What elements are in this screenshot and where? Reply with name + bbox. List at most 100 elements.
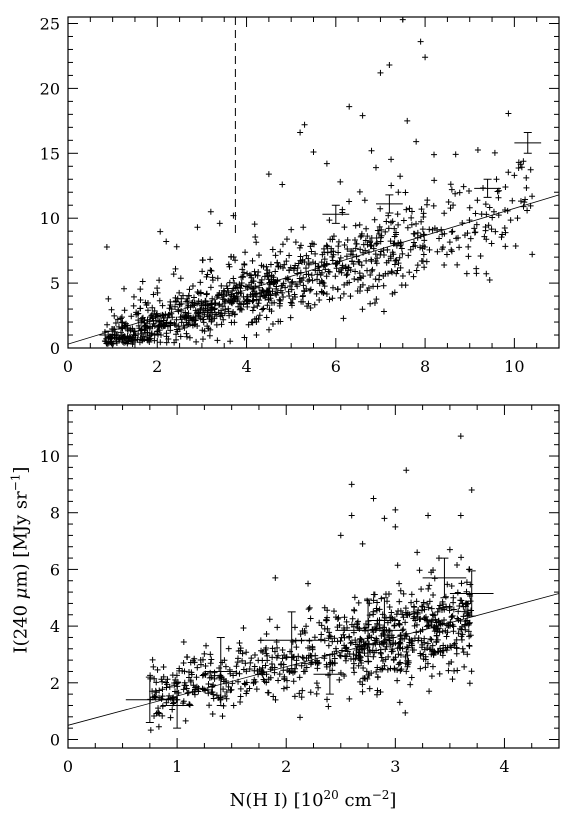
top-scatter-point bbox=[264, 302, 271, 309]
top-scatter-point bbox=[483, 270, 490, 277]
top-scatter-point bbox=[259, 286, 266, 293]
bottom-scatter-point bbox=[462, 618, 469, 625]
bottom-error-bars bbox=[125, 557, 494, 729]
top-scatter-point bbox=[521, 199, 528, 206]
top-scatter-point bbox=[335, 238, 342, 245]
top-scatter-point bbox=[309, 240, 316, 247]
top-scatter-point bbox=[512, 242, 519, 249]
top-scatter-point bbox=[413, 267, 420, 274]
bottom-scatter-point bbox=[403, 643, 410, 650]
top-scatter-point bbox=[138, 331, 145, 338]
bottom-scatter-point bbox=[370, 597, 377, 604]
bottom-scatter-point bbox=[426, 688, 433, 695]
top-scatter-point bbox=[294, 264, 301, 271]
top-scatter-point bbox=[376, 231, 383, 238]
top-scatter-point bbox=[170, 271, 177, 278]
top-scatter-point bbox=[520, 158, 527, 165]
top-scatter-point bbox=[256, 290, 263, 297]
bottom-scatter-point bbox=[360, 665, 367, 672]
bottom-scatter-point bbox=[280, 685, 287, 692]
bottom-x-tick-label: 2 bbox=[281, 757, 291, 776]
top-scatter-point bbox=[122, 320, 129, 327]
top-y-tick-label: 15 bbox=[40, 144, 60, 163]
top-scatter-point bbox=[119, 335, 126, 342]
bottom-scatter-point bbox=[290, 654, 297, 661]
top-scatter-point bbox=[121, 339, 128, 346]
bottom-scatter-point bbox=[372, 623, 379, 630]
top-scatter-point bbox=[259, 306, 266, 313]
bottom-scatter-point bbox=[408, 642, 415, 649]
top-scatter-point bbox=[337, 294, 344, 301]
top-scatter-point bbox=[285, 288, 292, 295]
top-scatter-point bbox=[231, 319, 238, 326]
top-scatter-point bbox=[207, 208, 214, 215]
bottom-scatter-point bbox=[309, 646, 316, 653]
top-scatter-point bbox=[321, 256, 328, 263]
top-scatter-point bbox=[182, 309, 189, 316]
top-scatter-point bbox=[486, 277, 493, 284]
top-scatter-point bbox=[295, 260, 302, 267]
bottom-scatter-point bbox=[182, 717, 189, 724]
bottom-scatter-point bbox=[370, 495, 377, 502]
top-scatter-point bbox=[250, 278, 257, 285]
bottom-scatter-point bbox=[448, 613, 455, 620]
bottom-scatter-point bbox=[160, 664, 167, 671]
top-scatter-point bbox=[337, 178, 344, 185]
bottom-scatter-point bbox=[248, 655, 255, 662]
bottom-scatter-point bbox=[313, 690, 320, 697]
bottom-scatter-point bbox=[384, 632, 391, 639]
shared-y-axis-title: I(240 μm) [MJy sr−1] bbox=[8, 466, 32, 654]
top-scatter-point bbox=[254, 303, 261, 310]
bottom-scatter-point bbox=[377, 649, 384, 656]
bottom-scatter-point bbox=[429, 611, 436, 618]
top-scatter-point bbox=[238, 279, 245, 286]
top-scatter-point bbox=[128, 313, 135, 320]
bottom-scatter-point bbox=[378, 654, 385, 661]
bottom-scatter-point bbox=[350, 623, 357, 630]
bottom-scatter-point bbox=[400, 590, 407, 597]
top-scatter-point bbox=[361, 197, 368, 204]
top-scatter-point bbox=[374, 240, 381, 247]
top-scatter-point bbox=[108, 306, 115, 313]
bottom-scatter-point bbox=[271, 669, 278, 676]
top-scatter-point bbox=[359, 306, 366, 313]
bottom-scatter-point bbox=[429, 663, 436, 670]
top-scatter-point bbox=[200, 319, 207, 326]
top-scatter-point bbox=[268, 308, 275, 315]
top-scatter-point bbox=[495, 194, 502, 201]
bottom-scatter-point bbox=[330, 608, 337, 615]
top-scatter-point bbox=[253, 315, 260, 322]
bottom-scatter-point bbox=[272, 574, 279, 581]
bottom-scatter-point bbox=[408, 599, 415, 606]
top-scatter-point bbox=[104, 321, 111, 328]
top-scatter-point bbox=[157, 228, 164, 235]
top-scatter-point bbox=[336, 268, 343, 275]
bottom-scatter-point bbox=[239, 650, 246, 657]
top-scatter-point bbox=[288, 300, 295, 307]
top-scatter-point bbox=[351, 237, 358, 244]
bottom-scatter-point bbox=[279, 655, 286, 662]
bottom-scatter-point bbox=[420, 651, 427, 658]
top-scatter-point bbox=[408, 208, 415, 215]
top-scatter-point bbox=[199, 257, 206, 264]
top-scatter-point bbox=[385, 212, 392, 219]
top-scatter-point bbox=[341, 242, 348, 249]
bottom-scatter-point bbox=[347, 655, 354, 662]
bottom-scatter-point bbox=[163, 684, 170, 691]
top-scatter-point bbox=[339, 206, 346, 213]
bottom-scatter-point bbox=[325, 703, 332, 710]
bottom-scatter-point bbox=[167, 714, 174, 721]
top-scatter-point bbox=[356, 188, 363, 195]
bottom-scatter-point bbox=[205, 680, 212, 687]
bottom-scatter-point bbox=[237, 698, 244, 705]
bottom-scatter-point bbox=[406, 639, 413, 646]
top-scatter-point bbox=[186, 286, 193, 293]
bottom-scatter-point bbox=[276, 671, 283, 678]
bottom-scatter-point bbox=[425, 604, 432, 611]
top-scatter-point bbox=[186, 334, 193, 341]
top-scatter-point bbox=[197, 290, 204, 297]
bottom-scatter-point bbox=[236, 640, 243, 647]
top-scatter-point bbox=[371, 216, 378, 223]
bottom-scatter-point bbox=[434, 626, 441, 633]
top-scatter-point bbox=[241, 334, 248, 341]
